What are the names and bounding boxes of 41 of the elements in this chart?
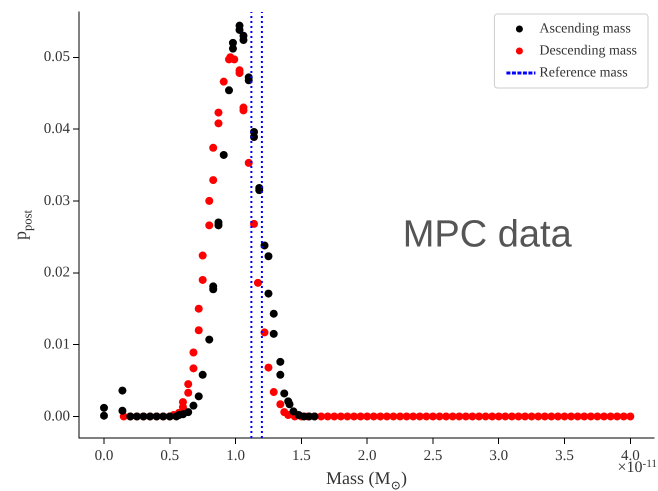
y-tick-label: 0.05 <box>44 49 70 66</box>
y-tick-label: 0.03 <box>44 192 70 209</box>
point <box>205 336 214 344</box>
legend-label: Descending mass <box>539 44 638 59</box>
point <box>280 389 288 398</box>
y-tick-label: 0.00 <box>44 408 70 424</box>
point <box>264 290 272 298</box>
x-tick-label: 3.5 <box>555 448 574 464</box>
x-tick-label: 2.5 <box>424 448 442 464</box>
point <box>194 392 203 400</box>
x-tick-label: 0.5 <box>160 448 180 464</box>
x-tick-label: 0.0 <box>94 448 114 464</box>
point <box>276 370 284 379</box>
point <box>198 370 207 379</box>
point <box>228 38 237 47</box>
y-tick-label: 0.04 <box>44 121 70 138</box>
point <box>100 412 108 420</box>
x-tick-label: 2.0 <box>358 448 377 464</box>
y-tick-label: 0.02 <box>44 264 70 281</box>
point <box>264 252 272 260</box>
y-axis-title: ppost <box>10 210 34 240</box>
point <box>289 407 298 416</box>
point <box>270 310 278 318</box>
point <box>189 402 198 410</box>
point <box>100 404 108 412</box>
point <box>184 408 192 416</box>
x-tick-label: 1.0 <box>226 448 245 464</box>
point <box>118 406 126 415</box>
x-tick-label: 1.5 <box>292 448 311 464</box>
point <box>220 150 228 159</box>
x-axis-title: Mass (M⊙) <box>326 468 408 491</box>
point <box>118 386 126 395</box>
point <box>270 330 278 338</box>
legend-label: Reference mass <box>539 66 628 81</box>
y-tick-label: 0.01 <box>44 336 70 353</box>
legend-label: Ascending mass <box>539 22 631 37</box>
annotation: MPC data <box>402 213 573 256</box>
point <box>276 358 284 366</box>
point <box>286 400 294 408</box>
point <box>225 86 233 94</box>
x-tick-label: 3.0 <box>489 448 508 464</box>
